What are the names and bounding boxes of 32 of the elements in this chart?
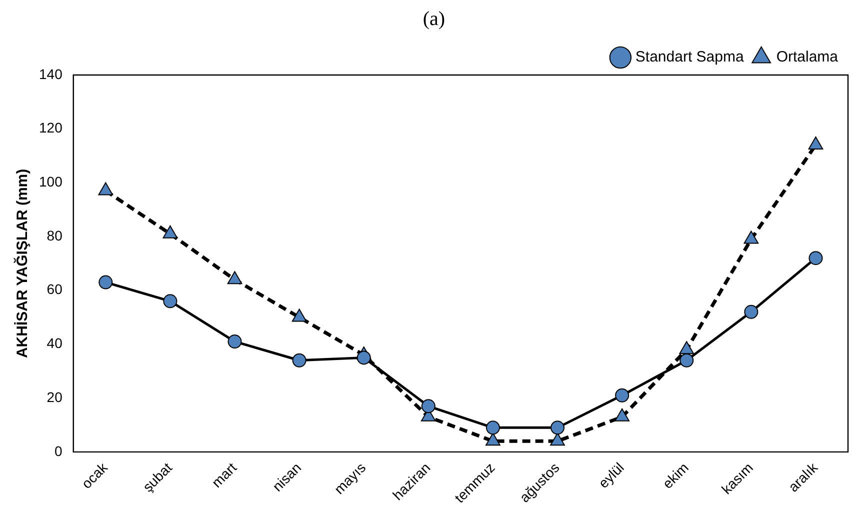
y-tick-label: 80 xyxy=(46,227,63,244)
point xyxy=(162,225,178,238)
point xyxy=(98,182,114,196)
x-tick-label: ekim xyxy=(659,459,692,492)
y-tick-label: 120 xyxy=(39,120,63,136)
chart-title: (a) xyxy=(422,8,446,31)
y-tick-label: 140 xyxy=(39,66,63,82)
y-tick-label: 40 xyxy=(46,335,63,352)
point xyxy=(744,304,758,319)
point xyxy=(421,399,436,414)
point xyxy=(163,294,178,308)
point xyxy=(227,271,242,284)
point xyxy=(550,420,565,435)
y-tick-label: 0 xyxy=(54,442,63,459)
point xyxy=(744,230,759,244)
point xyxy=(356,350,371,365)
point xyxy=(808,251,823,266)
legend-label: Ortalama xyxy=(776,48,839,66)
y-tick-label: 20 xyxy=(46,388,63,405)
legend-label: Standart Sapma xyxy=(635,48,744,66)
point xyxy=(486,420,500,435)
point xyxy=(292,353,306,368)
point xyxy=(98,275,113,290)
point xyxy=(228,334,242,349)
y-tick-label: 100 xyxy=(39,174,63,190)
point xyxy=(679,341,694,354)
point xyxy=(680,353,694,368)
point xyxy=(292,308,307,322)
y-axis-title: AKHİSAR YAĞIŞLAR (mm) xyxy=(13,168,32,358)
point xyxy=(808,136,824,150)
y-tick-label: 60 xyxy=(46,281,63,298)
point xyxy=(615,388,630,402)
